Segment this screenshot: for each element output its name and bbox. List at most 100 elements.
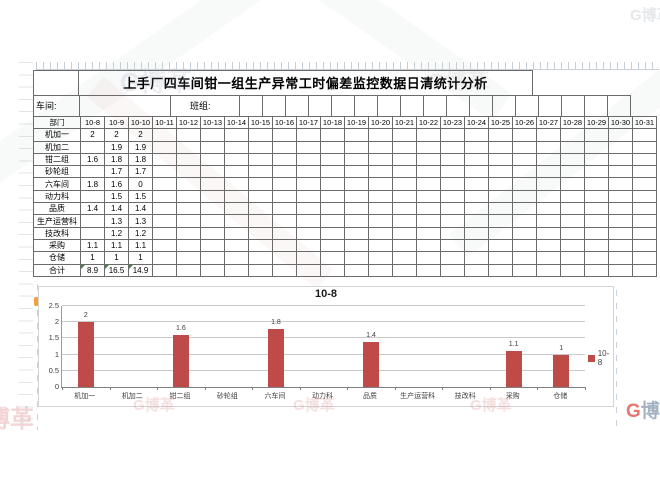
value-cell[interactable] bbox=[152, 251, 177, 265]
value-cell[interactable] bbox=[608, 226, 633, 240]
value-cell[interactable]: 14.9 bbox=[128, 263, 153, 277]
value-cell[interactable] bbox=[584, 214, 609, 228]
value-cell[interactable] bbox=[536, 263, 561, 277]
value-cell[interactable] bbox=[416, 238, 441, 253]
value-cell[interactable] bbox=[200, 263, 225, 277]
value-cell[interactable] bbox=[200, 177, 225, 191]
value-cell[interactable]: 1.3 bbox=[104, 214, 129, 228]
value-cell[interactable]: 1.1 bbox=[128, 238, 153, 253]
value-cell[interactable] bbox=[416, 263, 441, 277]
value-cell[interactable]: 1 bbox=[80, 251, 105, 265]
value-cell[interactable] bbox=[224, 202, 249, 216]
value-cell[interactable] bbox=[440, 189, 465, 204]
date-header-cell[interactable]: 10-19 bbox=[344, 115, 369, 130]
value-cell[interactable] bbox=[344, 238, 369, 253]
value-cell[interactable] bbox=[296, 226, 321, 240]
value-cell[interactable] bbox=[464, 165, 489, 179]
value-cell[interactable] bbox=[368, 152, 393, 167]
value-cell[interactable] bbox=[584, 152, 609, 167]
row-label-cell[interactable]: 采购 bbox=[33, 238, 81, 253]
value-cell[interactable]: 16.5 bbox=[104, 263, 129, 277]
value-cell[interactable] bbox=[344, 152, 369, 167]
value-cell[interactable] bbox=[440, 152, 465, 167]
value-cell[interactable] bbox=[512, 128, 537, 142]
page-title[interactable]: 上手厂四车间钳一组生产异常工时偏差监控数据日清统计分析 bbox=[79, 70, 533, 96]
value-cell[interactable] bbox=[224, 177, 249, 191]
value-cell[interactable] bbox=[392, 238, 417, 253]
date-header-cell[interactable]: 10-15 bbox=[248, 115, 273, 130]
value-cell[interactable] bbox=[344, 177, 369, 191]
value-cell[interactable] bbox=[536, 189, 561, 204]
value-cell[interactable] bbox=[392, 165, 417, 179]
row-label-cell[interactable]: 钳二组 bbox=[33, 152, 81, 167]
value-cell[interactable] bbox=[224, 251, 249, 265]
value-cell[interactable] bbox=[608, 152, 633, 167]
value-cell[interactable] bbox=[80, 189, 105, 204]
row-label-cell[interactable]: 生产运营科 bbox=[33, 214, 81, 228]
value-cell[interactable] bbox=[440, 202, 465, 216]
value-cell[interactable]: 1.5 bbox=[104, 189, 129, 204]
row-label-cell[interactable]: 合计 bbox=[33, 263, 81, 277]
value-cell[interactable] bbox=[176, 152, 201, 167]
value-cell[interactable] bbox=[392, 251, 417, 265]
value-cell[interactable] bbox=[488, 152, 513, 167]
value-cell[interactable] bbox=[584, 189, 609, 204]
value-cell[interactable] bbox=[152, 177, 177, 191]
value-cell[interactable]: 1.1 bbox=[80, 238, 105, 253]
value-cell[interactable] bbox=[488, 214, 513, 228]
value-cell[interactable] bbox=[176, 263, 201, 277]
value-cell[interactable] bbox=[224, 214, 249, 228]
value-cell[interactable] bbox=[560, 238, 585, 253]
value-cell[interactable] bbox=[416, 214, 441, 228]
value-cell[interactable] bbox=[512, 202, 537, 216]
date-header-cell[interactable]: 10-8 bbox=[80, 115, 105, 130]
value-cell[interactable]: 2 bbox=[128, 128, 153, 142]
value-cell[interactable] bbox=[416, 140, 441, 154]
value-cell[interactable] bbox=[368, 202, 393, 216]
value-cell[interactable]: 1.4 bbox=[128, 202, 153, 216]
value-cell[interactable] bbox=[632, 251, 657, 265]
value-cell[interactable] bbox=[368, 238, 393, 253]
value-cell[interactable] bbox=[224, 226, 249, 240]
value-cell[interactable] bbox=[200, 202, 225, 216]
value-cell[interactable] bbox=[440, 165, 465, 179]
value-cell[interactable] bbox=[296, 177, 321, 191]
value-cell[interactable] bbox=[248, 251, 273, 265]
value-cell[interactable] bbox=[200, 152, 225, 167]
value-cell[interactable]: 1.3 bbox=[128, 214, 153, 228]
value-cell[interactable] bbox=[440, 226, 465, 240]
value-cell[interactable] bbox=[344, 226, 369, 240]
value-cell[interactable]: 0 bbox=[128, 177, 153, 191]
date-header-cell[interactable]: 10-11 bbox=[152, 115, 177, 130]
value-cell[interactable] bbox=[488, 189, 513, 204]
value-cell[interactable]: 2 bbox=[104, 128, 129, 142]
value-cell[interactable] bbox=[464, 177, 489, 191]
value-cell[interactable] bbox=[320, 251, 345, 265]
value-cell[interactable] bbox=[344, 214, 369, 228]
value-cell[interactable] bbox=[248, 165, 273, 179]
row-label-cell[interactable]: 仓储 bbox=[33, 251, 81, 265]
workshop-value-cell[interactable] bbox=[79, 95, 171, 117]
value-cell[interactable] bbox=[272, 238, 297, 253]
value-cell[interactable] bbox=[560, 202, 585, 216]
value-cell[interactable] bbox=[176, 128, 201, 142]
value-cell[interactable] bbox=[608, 140, 633, 154]
date-header-cell[interactable]: 10-20 bbox=[368, 115, 393, 130]
value-cell[interactable] bbox=[584, 238, 609, 253]
value-cell[interactable] bbox=[464, 152, 489, 167]
value-cell[interactable] bbox=[488, 177, 513, 191]
value-cell[interactable] bbox=[512, 238, 537, 253]
date-header-cell[interactable]: 10-31 bbox=[632, 115, 657, 130]
date-header-cell[interactable]: 10-24 bbox=[464, 115, 489, 130]
value-cell[interactable] bbox=[584, 140, 609, 154]
value-cell[interactable] bbox=[320, 263, 345, 277]
value-cell[interactable]: 1.1 bbox=[104, 238, 129, 253]
value-cell[interactable] bbox=[152, 152, 177, 167]
value-cell[interactable] bbox=[512, 251, 537, 265]
value-cell[interactable] bbox=[296, 140, 321, 154]
value-cell[interactable] bbox=[368, 189, 393, 204]
value-cell[interactable] bbox=[248, 263, 273, 277]
value-cell[interactable] bbox=[248, 189, 273, 204]
value-cell[interactable] bbox=[296, 238, 321, 253]
value-cell[interactable] bbox=[488, 263, 513, 277]
